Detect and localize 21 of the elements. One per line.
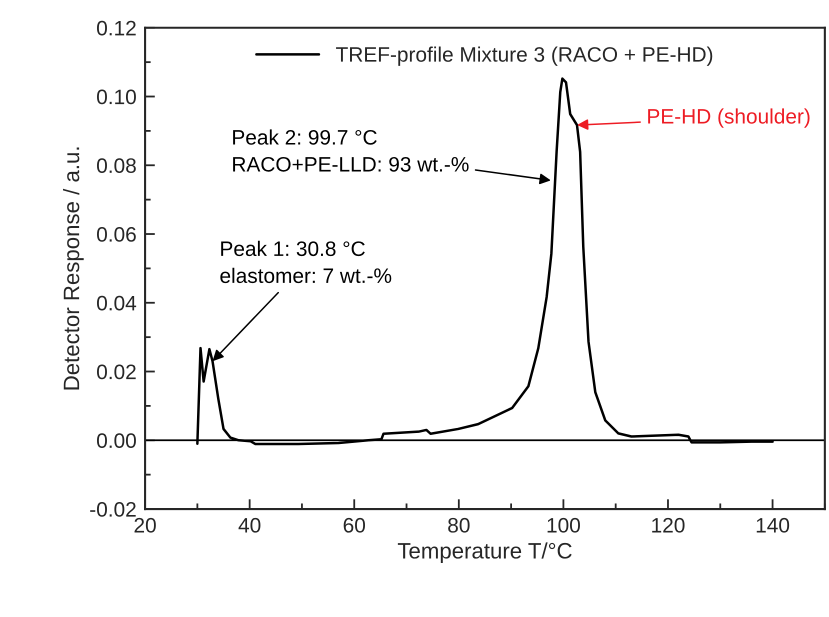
annotation: Peak 1: 30.8 °C elastomer: 7 wt.-% (220, 240, 392, 284)
y-tick-label: 0.04 (97, 296, 136, 311)
x-tick-label: 60 (344, 518, 366, 533)
y-axis-title: Detector Response / a.u. (62, 148, 84, 390)
y-tick-label: 0.02 (97, 364, 136, 380)
y-tick-label: -0.02 (90, 502, 136, 517)
x-axis-title: Temperature T/°C (398, 542, 572, 564)
x-tick-label: 120 (652, 518, 685, 533)
y-tick-label: 0.12 (97, 20, 136, 36)
annotation: PE-HD (shoulder) (648, 108, 810, 128)
legend-label: TREF-profile Mixture 3 (RACO + PE-HD) (336, 46, 712, 66)
y-tick-label: 0.00 (97, 433, 136, 448)
x-tick-label: 20 (134, 518, 156, 533)
y-tick-label: 0.06 (97, 227, 136, 242)
annotation: Peak 2: 99.7 °C RACO+PE-LLD: 93 wt.-% (233, 129, 469, 172)
y-tick-label: 0.10 (97, 90, 136, 104)
y-tick-label: 0.08 (97, 158, 136, 174)
x-tick-label: 140 (756, 518, 790, 533)
x-tick-label: 40 (238, 518, 260, 533)
x-tick-label: 80 (448, 518, 470, 533)
x-tick-label: 100 (548, 518, 580, 533)
